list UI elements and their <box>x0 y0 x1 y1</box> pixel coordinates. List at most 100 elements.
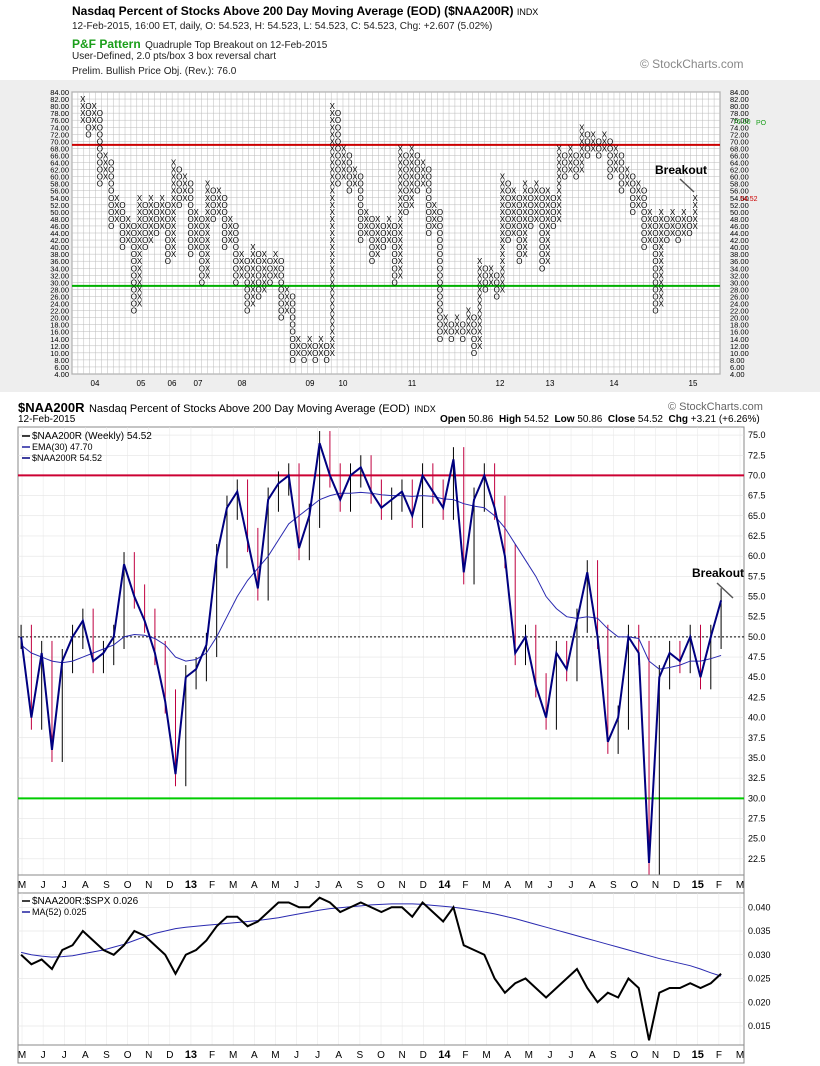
pf-x-box: X <box>398 166 404 175</box>
pf-x-box: X <box>250 278 256 287</box>
pf-o-box: O <box>539 264 545 273</box>
pf-o-box: O <box>210 187 216 196</box>
pf-o-box: O <box>221 243 227 252</box>
pf-x-box: X <box>545 187 551 196</box>
pf-x-box: X <box>148 236 154 245</box>
pf-x-box: X <box>556 173 562 182</box>
pf-o-box: O <box>505 229 511 238</box>
main-x-tick-label: O <box>631 880 639 891</box>
pf-x-box: X <box>670 208 676 217</box>
pf-o-box: O <box>278 257 284 266</box>
pf-o-box: O <box>392 257 398 266</box>
pf-x-box: X <box>522 201 528 210</box>
ratio-x-tick-label: S <box>610 1050 617 1061</box>
pf-o-box: O <box>358 173 364 182</box>
pf-o-box: O <box>233 236 239 245</box>
pf-level-lines <box>72 143 720 287</box>
pf-o-box: O <box>607 151 613 160</box>
pf-o-box: O <box>85 102 91 111</box>
pf-x-box: X <box>250 250 256 259</box>
price-line <box>20 442 723 863</box>
pf-x-box: X <box>398 194 404 203</box>
pf-o-box: O <box>221 236 227 245</box>
pf-o-box: O <box>131 250 137 259</box>
pf-o-box: O <box>346 166 352 175</box>
pf-x-box: X <box>420 173 426 182</box>
pf-o-box: O <box>426 194 432 203</box>
pf-x-box: X <box>534 194 540 203</box>
pf-x-box: X <box>454 314 460 323</box>
pf-x-tick-label: 09 <box>306 379 315 388</box>
pf-o-box: O <box>97 173 103 182</box>
pf-o-box: O <box>335 123 341 132</box>
pf-x-box: X <box>613 144 619 153</box>
ratio-x-tick-label: A <box>251 1050 258 1061</box>
pf-x-box: X <box>239 264 245 273</box>
pf-x-box: X <box>670 222 676 231</box>
pf-y-tick-label: 68.00 <box>730 144 749 153</box>
pf-o-box: O <box>471 335 477 344</box>
pf-y-tick-label: 84.00 <box>50 88 69 97</box>
pf-o-box: O <box>652 264 658 273</box>
pf-o-box: O <box>233 264 239 273</box>
main-x-tick-label: S <box>103 880 110 891</box>
main-x-tick-label: N <box>399 880 406 891</box>
pf-x-box: X <box>409 166 415 175</box>
pf-x-box: X <box>137 215 143 224</box>
pf-o-box: O <box>221 215 227 224</box>
pf-x-box: X <box>477 292 483 301</box>
pf-o-box: O <box>153 208 159 217</box>
pf-x-box: X <box>103 151 109 160</box>
pf-o-box: O <box>369 229 375 238</box>
pf-x-box: X <box>647 215 653 224</box>
pf-o-box: O <box>85 130 91 139</box>
pf-x-box: X <box>171 166 177 175</box>
pf-x-box: X <box>398 208 404 217</box>
pf-o-box: O <box>596 137 602 146</box>
pf-x-box: X <box>545 194 551 203</box>
pf-o-box: O <box>652 222 658 231</box>
pf-o-box: O <box>505 208 511 217</box>
pf-o-box: O <box>312 356 318 365</box>
pf-x-tick-label: 05 <box>137 379 146 388</box>
ratio-x-tick-label: J <box>62 1050 67 1061</box>
pf-x-box: X <box>137 250 143 259</box>
pf-x-box: X <box>262 250 268 259</box>
pf-o-box: O <box>119 222 125 231</box>
pf-column: XXX <box>443 314 449 337</box>
pf-x-box: X <box>375 215 381 224</box>
pf-x-box: X <box>386 215 392 224</box>
pf-x-box: X <box>398 236 404 245</box>
pf-x-box: X <box>624 166 630 175</box>
pf-current-value: 54.52 <box>740 196 758 203</box>
pf-x-box: X <box>307 335 313 344</box>
pf-y-tick-label: 46.00 <box>50 222 69 231</box>
main-x-tick-label: F <box>716 880 722 891</box>
pf-x-box: X <box>330 222 336 231</box>
pf-o-box: O <box>244 278 250 287</box>
pf-o-box: O <box>369 257 375 266</box>
pf-x-box: X <box>511 215 517 224</box>
pf-o-box: O <box>346 159 352 168</box>
pf-x-box: X <box>681 229 687 238</box>
pf-o-box: O <box>528 187 534 196</box>
pf-o-box: O <box>494 292 500 301</box>
pf-x-box: X <box>443 321 449 330</box>
pf-x-box: X <box>432 208 438 217</box>
pf-o-box: O <box>97 123 103 132</box>
pf-o-box: O <box>471 328 477 337</box>
ratio-x-axis: M J J A S O N D 13 F M A M J J A S O N D 14 F M A M J J A S O N D 15 F M <box>18 1049 744 1061</box>
pf-o-box: O <box>199 278 205 287</box>
pf-o-box: O <box>539 236 545 245</box>
pf-o-box: O <box>652 300 658 309</box>
pf-o-box: O <box>392 243 398 252</box>
pf-x-box: X <box>590 144 596 153</box>
